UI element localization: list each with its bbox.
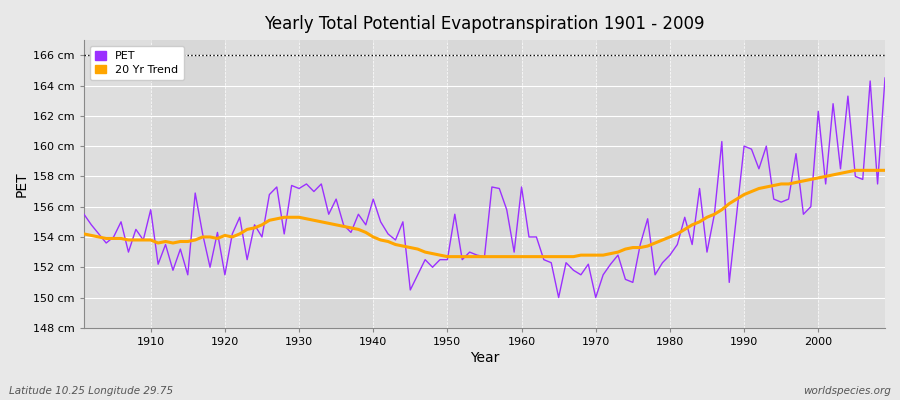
PET [554,295,564,300]
20 Yr Trend [78,232,89,236]
Y-axis label: PET: PET [15,171,29,197]
Bar [596,40,670,328]
Bar [84,40,150,328]
X-axis label: Year: Year [470,351,500,365]
PET [508,250,519,254]
20 Yr Trend [138,238,148,242]
Bar [225,40,299,328]
Bar [818,40,885,328]
20 Yr Trend [879,168,890,173]
Bar [150,40,225,328]
Bar [374,40,447,328]
Bar [299,40,374,328]
PET [346,230,356,235]
20 Yr Trend [442,254,453,259]
20 Yr Trend [346,226,356,230]
20 Yr Trend [850,168,860,173]
Bar [670,40,744,328]
Bar [447,40,522,328]
PET [302,182,312,186]
20 Yr Trend [517,254,527,259]
Line: PET: PET [84,78,885,298]
20 Yr Trend [524,254,535,259]
Bar [744,40,818,328]
Line: 20 Yr Trend: 20 Yr Trend [84,170,885,257]
PET [613,253,624,258]
Text: worldspecies.org: worldspecies.org [803,386,891,396]
20 Yr Trend [613,250,624,254]
PET [78,212,89,217]
PET [879,76,890,80]
Title: Yearly Total Potential Evapotranspiration 1901 - 2009: Yearly Total Potential Evapotranspiratio… [265,15,705,33]
Text: Latitude 10.25 Longitude 29.75: Latitude 10.25 Longitude 29.75 [9,386,173,396]
PET [138,238,148,242]
Legend: PET, 20 Yr Trend: PET, 20 Yr Trend [89,46,184,80]
20 Yr Trend [302,216,312,221]
Bar [522,40,596,328]
PET [517,184,527,189]
